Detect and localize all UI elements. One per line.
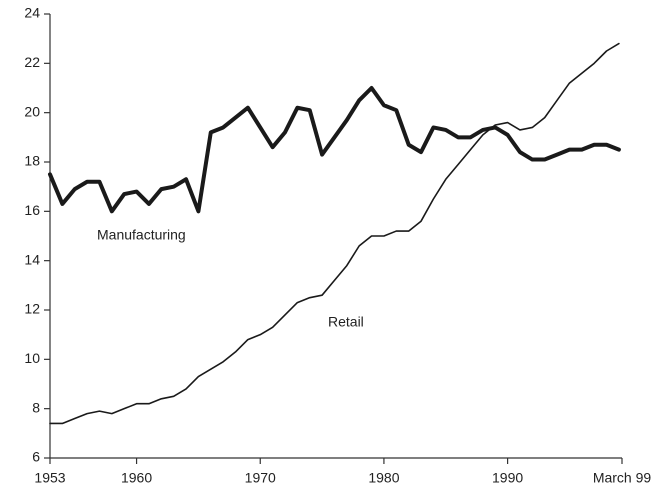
y-tick-label: 18 bbox=[24, 153, 40, 169]
y-tick-label: 6 bbox=[32, 449, 40, 465]
y-tick-label: 20 bbox=[24, 103, 40, 119]
y-tick-label: 8 bbox=[32, 399, 40, 415]
y-tick-label: 16 bbox=[24, 202, 40, 218]
y-tick-label: 10 bbox=[24, 350, 40, 366]
x-tick-label: 1953 bbox=[34, 470, 65, 486]
y-tick-label: 22 bbox=[24, 54, 40, 70]
series-label: Retail bbox=[328, 314, 364, 330]
series-line bbox=[49, 42, 620, 425]
y-tick-label: 14 bbox=[24, 251, 40, 267]
series-label: Manufacturing bbox=[97, 227, 186, 243]
y-tick-label: 24 bbox=[24, 5, 40, 21]
x-tick-label: 1970 bbox=[245, 470, 276, 486]
series-line bbox=[48, 86, 621, 214]
x-tick-label: 1980 bbox=[368, 470, 399, 486]
x-tick-label: 1990 bbox=[492, 470, 523, 486]
y-tick-label: 12 bbox=[24, 301, 40, 317]
x-tick-label: 1960 bbox=[121, 470, 152, 486]
x-tick-label: March 99 bbox=[593, 470, 652, 486]
